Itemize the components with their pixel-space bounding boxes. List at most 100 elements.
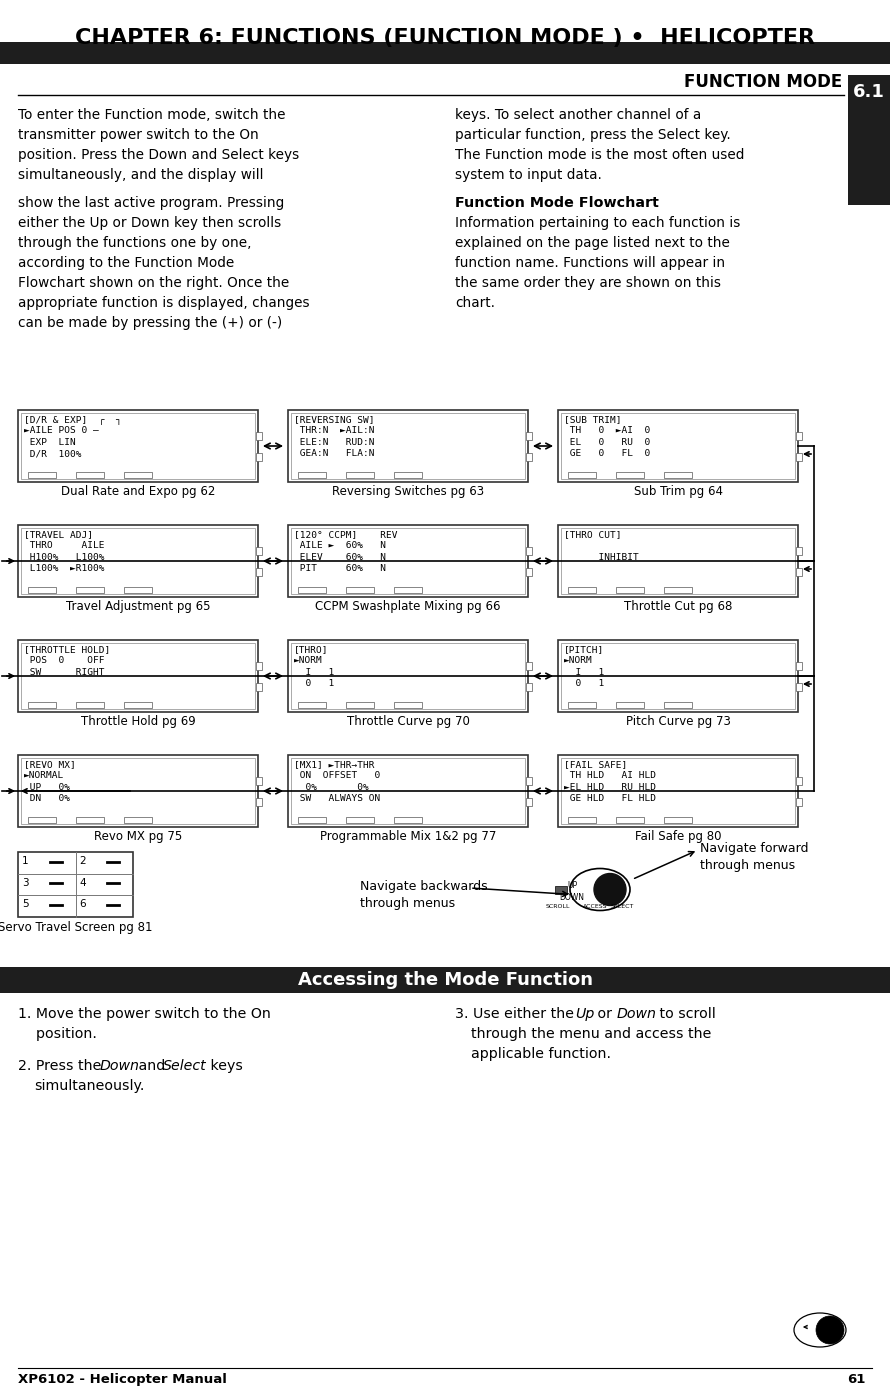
Bar [18,754,258,827]
Bar [616,703,644,708]
Bar [76,817,104,823]
Ellipse shape [570,869,630,911]
Bar [21,643,255,710]
Text: simultaneously.: simultaneously. [34,1078,144,1092]
Bar [393,703,423,708]
Bar [796,432,802,440]
Bar [288,409,528,482]
Bar [18,525,258,597]
Text: [120° CCPM]    REV
 AILE ►  60%   N
 ELEV    60%   N
 PIT     60%   N: [120° CCPM] REV AILE ► 60% N ELEV 60% N … [294,529,398,573]
Bar [256,662,262,669]
Bar [345,472,375,478]
Bar [796,683,802,692]
Text: 1. Move the power switch to the On
    position.: 1. Move the power switch to the On posit… [18,1007,271,1041]
Bar [558,525,798,597]
Bar [526,569,532,576]
Text: to scroll: to scroll [655,1007,716,1021]
Text: DOWN: DOWN [560,893,585,901]
Bar [393,587,423,592]
Bar [21,414,255,479]
Bar [28,817,56,823]
Bar [124,703,152,708]
Text: Revo MX pg 75: Revo MX pg 75 [93,830,182,842]
Bar [18,852,133,916]
Bar [297,587,327,592]
Bar [28,472,56,478]
Bar [256,453,262,461]
Text: Up: Up [575,1007,595,1021]
Bar [291,528,525,594]
Text: keys: keys [206,1059,243,1073]
Bar [526,683,532,692]
Bar [796,453,802,461]
Bar [124,587,152,592]
Text: Sub Trim pg 64: Sub Trim pg 64 [634,485,723,497]
Bar [256,683,262,692]
Bar [256,798,262,806]
Text: through the menu and access the: through the menu and access the [471,1027,711,1041]
Text: Servo Travel Screen pg 81: Servo Travel Screen pg 81 [0,921,153,935]
Text: [D/R & EXP]  ┌  ┐
►AILE POS 0 —
 EXP  LIN
 D/R  100%: [D/R & EXP] ┌ ┐ ►AILE POS 0 — EXP LIN D/… [24,415,122,458]
Bar [796,569,802,576]
Bar [561,759,795,824]
Text: Fail Safe pg 80: Fail Safe pg 80 [635,830,721,842]
Bar [345,817,375,823]
Text: Throttle Hold pg 69: Throttle Hold pg 69 [81,715,196,728]
Circle shape [816,1316,844,1344]
Text: [PITCH]
►NORM
  I   1
  0   1: [PITCH] ►NORM I 1 0 1 [564,645,604,689]
Bar [616,587,644,592]
Bar [297,703,327,708]
Bar [256,432,262,440]
Bar [124,817,152,823]
Bar [0,967,890,993]
Bar [345,703,375,708]
Bar [21,528,255,594]
Text: Throttle Curve pg 70: Throttle Curve pg 70 [346,715,469,728]
Bar [291,414,525,479]
Bar [526,798,532,806]
Text: Down: Down [617,1007,657,1021]
Bar [76,472,104,478]
Text: XP6102 - Helicopter Manual: XP6102 - Helicopter Manual [18,1373,227,1386]
Text: Information pertaining to each function is
explained on the page listed next to : Information pertaining to each function … [455,217,740,310]
Bar [561,643,795,710]
Bar [393,472,423,478]
Bar [288,525,528,597]
Bar [345,587,375,592]
Text: 3. Use either the: 3. Use either the [455,1007,578,1021]
Bar [28,703,56,708]
Bar [18,409,258,482]
Bar [526,432,532,440]
Bar [18,640,258,712]
Text: 3: 3 [22,877,28,887]
Bar [555,886,567,894]
Bar [664,472,692,478]
Text: Pitch Curve pg 73: Pitch Curve pg 73 [626,715,731,728]
Text: Programmable Mix 1&2 pg 77: Programmable Mix 1&2 pg 77 [320,830,497,842]
Bar [526,662,532,669]
Bar [0,42,890,64]
Bar [664,817,692,823]
Text: UP: UP [567,882,577,890]
Text: 1: 1 [22,856,28,866]
Text: FUNCTION MODE: FUNCTION MODE [684,73,842,91]
Text: [MX1] ►THR→THR
 ON  OFFSET   0
  0%       0%
 SW   ALWAYS ON: [MX1] ►THR→THR ON OFFSET 0 0% 0% SW ALWA… [294,760,380,803]
Bar [616,817,644,823]
Bar [558,409,798,482]
Bar [568,472,596,478]
Bar [393,817,423,823]
Text: To enter the Function mode, switch the
transmitter power switch to the On
positi: To enter the Function mode, switch the t… [18,108,299,182]
Text: [SUB TRIM]
 TH   0  ►AI  0
 EL   0   RU  0
 GE   0   FL  0: [SUB TRIM] TH 0 ►AI 0 EL 0 RU 0 GE 0 FL … [564,415,651,458]
Bar [796,798,802,806]
Bar [256,777,262,785]
Bar [796,662,802,669]
Text: 6.1: 6.1 [853,82,885,101]
Text: Reversing Switches pg 63: Reversing Switches pg 63 [332,485,484,497]
Text: ACCESS: ACCESS [583,904,607,908]
Bar [848,75,890,205]
Text: [REVERSING SW]
 THR:N  ►AIL:N
 ELE:N   RUD:N
 GEA:N   FLA:N: [REVERSING SW] THR:N ►AIL:N ELE:N RUD:N … [294,415,375,458]
Text: 6: 6 [79,900,86,909]
Text: applicable function.: applicable function. [471,1046,611,1060]
Bar [76,587,104,592]
Bar [664,703,692,708]
